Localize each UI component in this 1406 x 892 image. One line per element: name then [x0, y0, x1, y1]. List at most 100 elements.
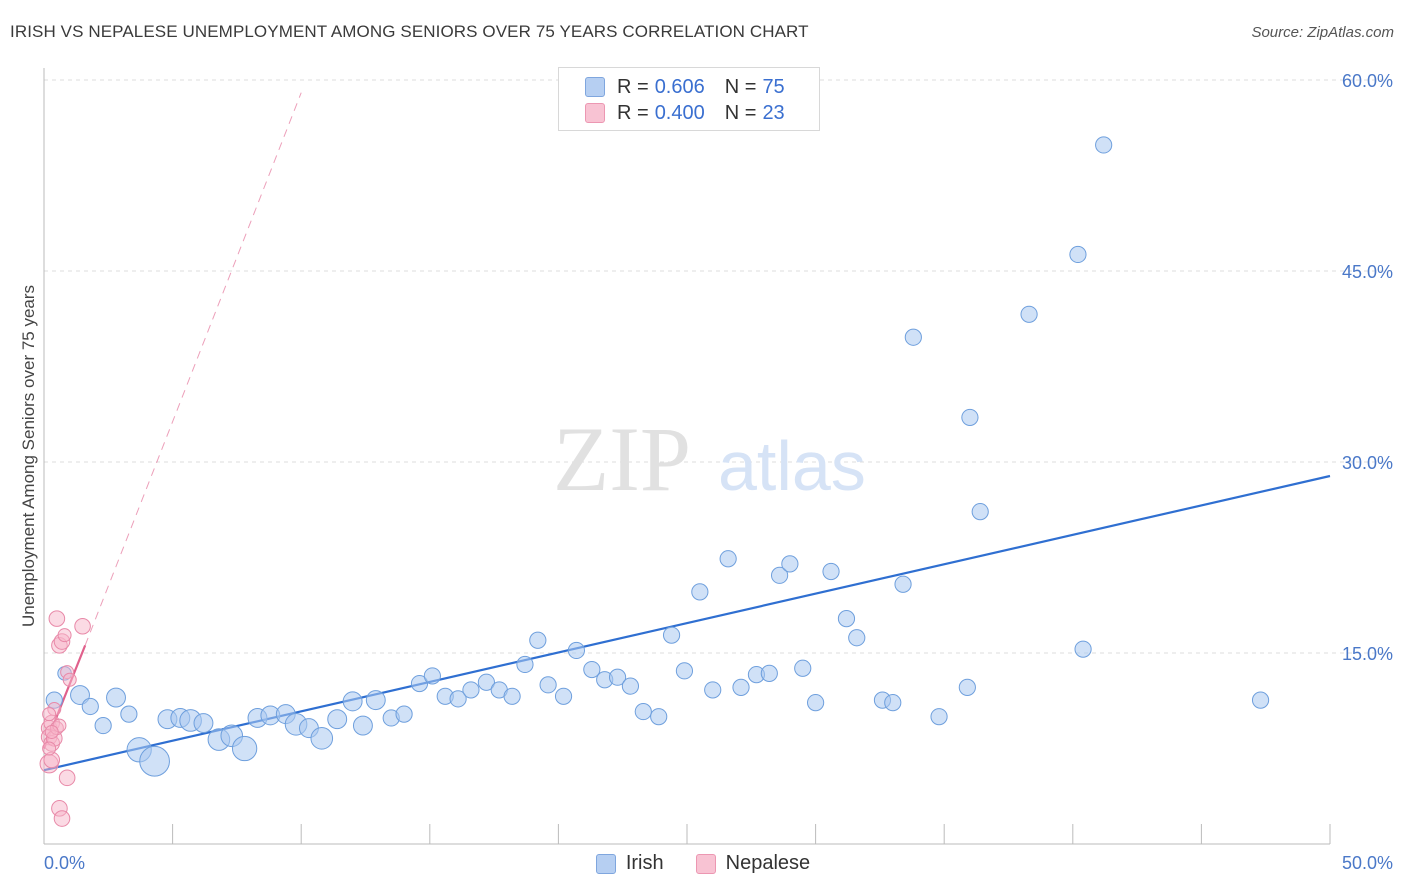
series-label-nepalese: Nepalese [725, 852, 811, 874]
y-tick-label: 45.0% [1342, 262, 1393, 282]
legend-n-value: 23 [762, 101, 785, 124]
nepalese-point [44, 724, 59, 739]
series-legend: Irish Nepalese [0, 852, 1406, 875]
irish-point [848, 629, 866, 647]
watermark-zip: ZIP [553, 408, 691, 510]
irish-point [1069, 245, 1087, 264]
y-tick-label: 60.0% [1342, 71, 1393, 91]
legend-n-label: N = [724, 101, 757, 124]
irish-point [781, 555, 799, 573]
irish-point [503, 687, 521, 705]
legend-n-value: 75 [762, 75, 785, 98]
nepalese-trend-extension [84, 92, 302, 646]
x-tick-label: 50.0% [1342, 853, 1393, 873]
irish-point [961, 408, 979, 427]
series-swatch-nepalese [695, 853, 716, 874]
irish-point [807, 694, 825, 712]
grid-lines [44, 79, 1395, 654]
irish-point [675, 662, 694, 680]
irish-point [691, 583, 709, 601]
legend-r-value: 0.400 [654, 101, 705, 124]
irish-point [770, 566, 789, 584]
y-tick-label: 30.0% [1342, 453, 1393, 473]
nepalese-point [57, 628, 72, 643]
irish-point [760, 664, 778, 682]
irish-point [567, 641, 586, 660]
irish-point [70, 685, 90, 705]
irish-point [193, 713, 214, 733]
nepalese-point [42, 741, 57, 756]
irish-point [81, 697, 99, 716]
irish-point [894, 575, 912, 593]
x-tick-labels: 0.0% 50.0% [44, 853, 1393, 873]
irish-point [516, 655, 534, 674]
y-tick-label: 15.0% [1342, 644, 1393, 664]
irish-point [904, 328, 922, 346]
irish-point [365, 690, 386, 711]
irish-point [231, 735, 258, 762]
irish-point [477, 673, 495, 691]
irish-point [449, 690, 467, 708]
irish-point [1095, 136, 1113, 154]
nepalese-point [62, 672, 77, 687]
irish-point [120, 705, 138, 723]
nepalese-point [74, 617, 91, 635]
nepalese-point [48, 610, 66, 627]
x-tick-label: 0.0% [44, 853, 85, 873]
irish-point [529, 631, 547, 649]
irish-point [423, 667, 441, 685]
nepalese-point [42, 707, 57, 722]
legend-swatch-irish [585, 77, 605, 97]
legend-row-irish: R = 0.606 N = 75 [585, 74, 785, 100]
legend-row-nepalese: R = 0.400 N = 23 [585, 100, 785, 126]
irish-point [395, 705, 413, 723]
watermark-atlas: atlas [718, 427, 866, 505]
irish-point [608, 668, 627, 686]
legend-n-label: N = [724, 75, 757, 98]
correlation-legend: R = 0.606 N = 75 R = 0.400 N = 23 [558, 67, 820, 131]
series-swatch-irish [595, 853, 616, 874]
irish-point [342, 691, 363, 712]
series-legend-nepalese[interactable]: Nepalese [695, 852, 811, 875]
irish-point [554, 687, 573, 705]
irish-point [462, 681, 480, 699]
legend-swatch-nepalese [585, 103, 605, 123]
irish-point [971, 503, 989, 521]
irish-point [310, 727, 334, 750]
irish-point [1020, 305, 1038, 323]
legend-r-value: 0.606 [654, 75, 705, 98]
source-label: Source: ZipAtlas.com [1251, 24, 1394, 41]
irish-point [583, 660, 601, 679]
y-axis-label: Unemployment Among Seniors over 75 years [19, 285, 38, 627]
irish-point [621, 677, 640, 695]
legend-r-label: R = [617, 101, 649, 124]
legend-r-label: R = [617, 75, 649, 98]
x-ticks [172, 824, 1331, 844]
irish-point [327, 709, 348, 730]
irish-point [822, 562, 840, 581]
nepalese-point [53, 810, 71, 827]
irish-point [1074, 640, 1092, 658]
irish-point [794, 659, 812, 677]
irish-point [634, 702, 652, 721]
irish-point [106, 687, 126, 708]
irish-point [352, 715, 373, 736]
irish-point [94, 716, 112, 735]
irish-point [837, 610, 856, 628]
irish-point [930, 708, 948, 726]
irish-point [719, 550, 737, 568]
irish-point [139, 745, 170, 777]
nepalese-point [58, 769, 76, 787]
irish-point [1251, 691, 1270, 709]
irish-point [539, 676, 557, 694]
y-tick-labels: 15.0% 30.0% 45.0% 60.0% [1342, 71, 1393, 664]
series-legend-irish[interactable]: Irish [595, 852, 664, 875]
irish-point [704, 681, 722, 699]
data-points [39, 136, 1270, 827]
irish-point [662, 626, 681, 644]
irish-point [650, 708, 668, 726]
series-label-irish: Irish [625, 852, 664, 874]
irish-point [958, 678, 976, 696]
irish-point [410, 674, 429, 693]
